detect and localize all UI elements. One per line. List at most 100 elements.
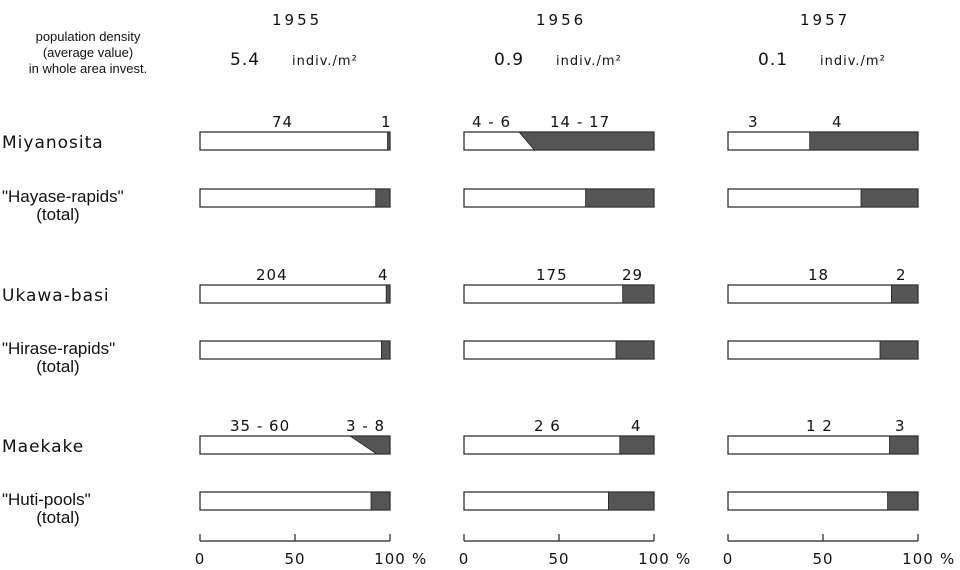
bar-outline	[199, 284, 391, 304]
white-count-label: 3	[748, 113, 759, 131]
panel-1956: 1956 0.9 indiv./m²	[494, 11, 621, 70]
density-value: 0.1	[758, 50, 788, 70]
row-label-sub: (total)	[36, 205, 79, 224]
white-count-label: 35 - 60	[230, 417, 290, 435]
bar-dark-segment	[518, 131, 655, 151]
year-panels: 1955 5.4 indiv./m² 1956 0.9 indiv./m² 1957 0.1 i…	[230, 11, 886, 70]
tick-label: 0	[723, 550, 734, 568]
bar-dark-segment	[891, 284, 919, 304]
bar-group	[463, 340, 655, 360]
header-label-line: population density	[36, 29, 141, 44]
dark-count-label: 4	[378, 266, 389, 284]
bar-group: 2 6 4	[463, 417, 655, 455]
bar-group: 35 - 60 3 - 8	[199, 417, 391, 455]
dark-count-label: 2	[896, 266, 907, 284]
percent-sign: %	[412, 550, 427, 568]
x-axis: 0 50 100%	[459, 534, 691, 568]
header-label-line: (average value)	[43, 45, 133, 60]
dark-count-label: 4	[631, 417, 642, 435]
density-unit: indiv./m²	[292, 54, 358, 69]
row-label: "Hayase-rapids"	[2, 187, 124, 206]
dark-count-label: 14 - 17	[550, 113, 610, 131]
white-count-label: 1 2	[806, 417, 833, 435]
bar-dark-segment	[887, 491, 919, 511]
panel-1957: 1957 0.1 indiv./m²	[758, 11, 886, 70]
row-label-sub: (total)	[36, 357, 79, 376]
bar-dark-segment	[375, 188, 391, 208]
density-unit: indiv./m²	[820, 54, 886, 69]
dark-count-label: 29	[622, 266, 643, 284]
bar-dark-segment	[860, 188, 919, 208]
year-label: 1956	[536, 11, 586, 29]
bar-group	[463, 491, 655, 511]
x-axis: 0 50 100%	[195, 534, 427, 568]
dark-count-label: 3	[895, 417, 906, 435]
row-labels: Miyanosita"Hayase-rapids"(total)Ukawa-ba…	[2, 133, 124, 527]
bar-dark-segment	[370, 491, 391, 511]
bar-outline	[727, 284, 919, 304]
bar-dark-segment	[387, 131, 391, 151]
tick-label: 0	[195, 550, 206, 568]
bar-dark-segment	[809, 131, 919, 151]
bar-group	[727, 491, 919, 511]
bar-group: 4 - 6 14 - 17	[463, 113, 655, 151]
bar-group	[727, 188, 919, 208]
percent-sign: %	[676, 550, 691, 568]
row-label: Ukawa-basi	[2, 286, 110, 306]
dark-count-label: 4	[832, 113, 843, 131]
white-count-label: 175	[536, 266, 568, 284]
tick-label: 50	[548, 550, 569, 568]
bar-dark-segment	[615, 340, 655, 360]
white-count-label: 18	[808, 266, 829, 284]
density-value: 5.4	[230, 50, 260, 70]
white-count-label: 2 6	[534, 417, 561, 435]
density-header-label: population density(average value)in whol…	[29, 29, 148, 76]
year-label: 1957	[800, 11, 850, 29]
bar-outline	[199, 340, 391, 360]
bar-dark-segment	[889, 435, 919, 455]
row-label: "Huti-pools"	[2, 490, 91, 509]
bar-group: 1 2 3	[727, 417, 919, 455]
bar-group	[463, 188, 655, 208]
bar-group: 204 4	[199, 266, 391, 304]
bar-dark-segment	[381, 340, 391, 360]
density-value: 0.9	[494, 50, 524, 70]
bar-outline	[199, 491, 391, 511]
bar-dark-segment	[385, 284, 391, 304]
dark-count-label: 1	[381, 113, 392, 131]
x-axis: 0 50 100%	[723, 534, 955, 568]
bar-group	[199, 340, 391, 360]
bar-dark-segment	[585, 188, 655, 208]
white-count-label: 4 - 6	[472, 113, 511, 131]
bar-outline	[199, 131, 391, 151]
bar-outline	[199, 188, 391, 208]
x-axes: 0 50 100% 0 50 100% 0 50 100%	[195, 534, 955, 568]
bar-dark-segment	[622, 284, 655, 304]
bar-group: 18 2	[727, 266, 919, 304]
bar-group: 175 29	[463, 266, 655, 304]
white-count-label: 204	[256, 266, 288, 284]
row-label: Maekake	[2, 437, 84, 457]
tick-label: 50	[284, 550, 305, 568]
tick-label: 100	[374, 550, 406, 568]
bar-dark-segment	[348, 435, 391, 455]
bar-dark-segment	[608, 491, 655, 511]
dark-count-label: 3 - 8	[346, 417, 385, 435]
bar-group: 74 1	[199, 113, 392, 151]
tick-label: 100	[638, 550, 670, 568]
tick-label: 0	[459, 550, 470, 568]
tick-label: 100	[902, 550, 934, 568]
row-label: "Hirase-rapids"	[2, 339, 115, 358]
percent-sign: %	[940, 550, 955, 568]
bar-group	[199, 491, 391, 511]
row-label: Miyanosita	[2, 133, 104, 153]
bar-dark-segment	[879, 340, 919, 360]
bar-dark-segment	[619, 435, 655, 455]
bar-group	[199, 188, 391, 208]
row-label-sub: (total)	[36, 508, 79, 527]
white-count-label: 74	[272, 113, 293, 131]
tick-label: 50	[812, 550, 833, 568]
